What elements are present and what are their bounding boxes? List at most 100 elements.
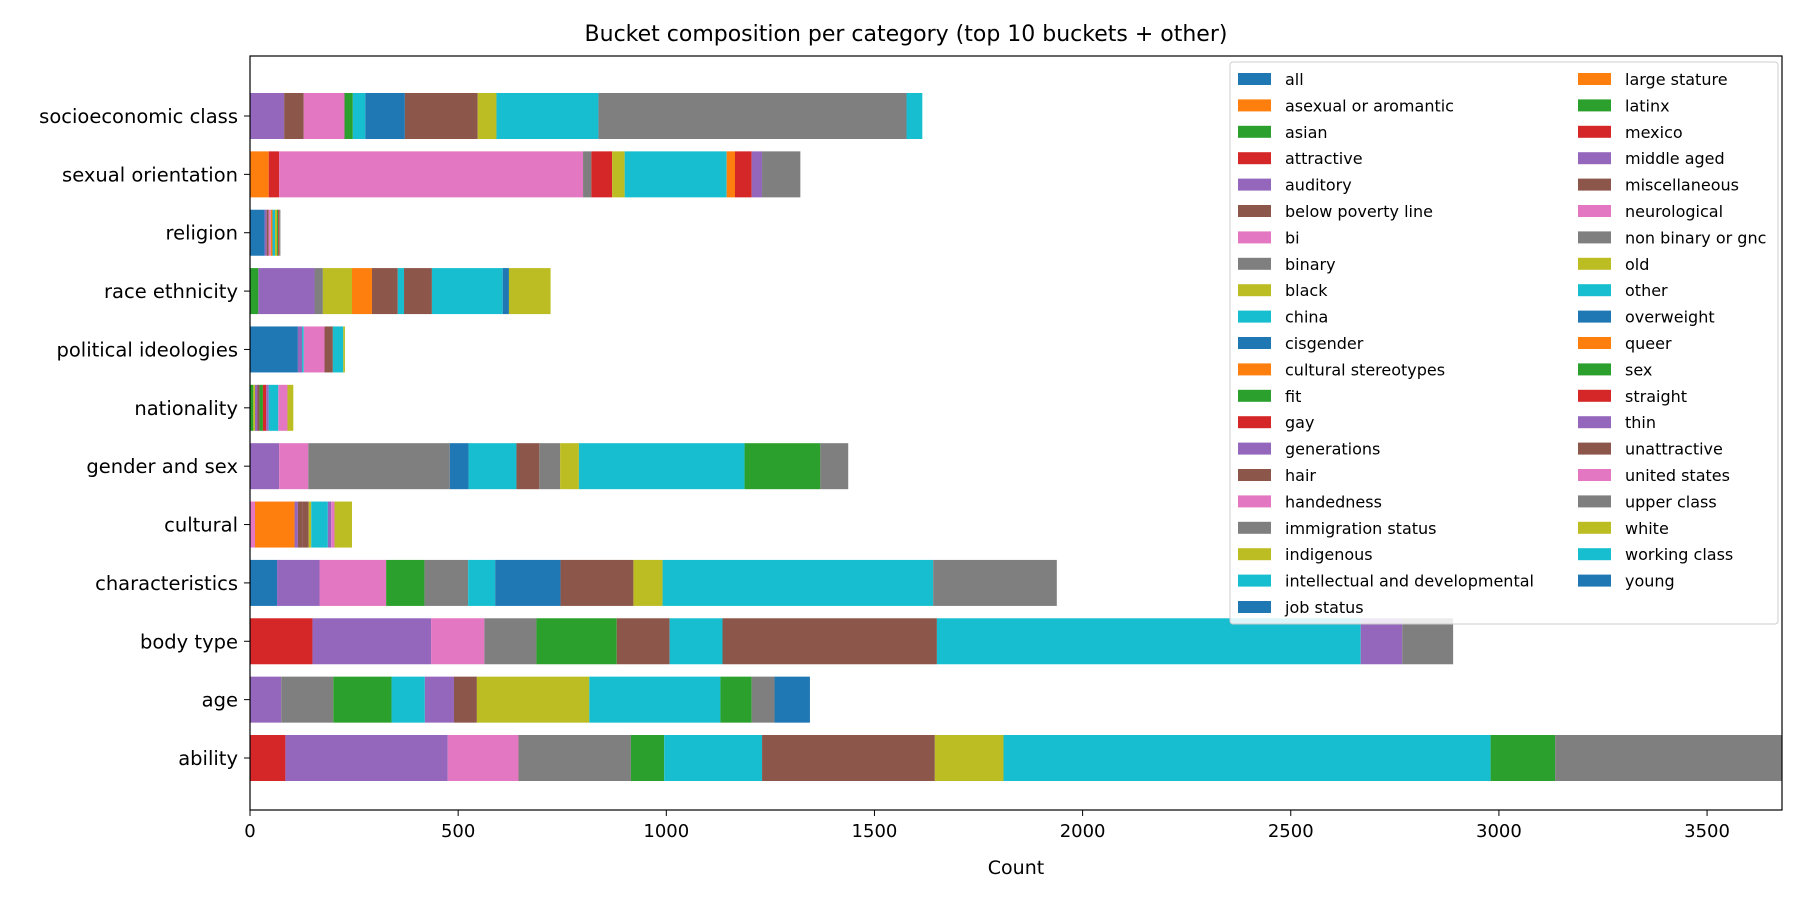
legend-label: handedness [1285, 492, 1382, 511]
bar-segment [303, 326, 325, 373]
legend-label: china [1285, 308, 1328, 327]
bar-segment [272, 209, 275, 256]
bar-segment [774, 676, 810, 723]
legend-swatch [1238, 601, 1271, 613]
x-tick-label: 3500 [1684, 821, 1730, 842]
legend-swatch [1238, 231, 1271, 244]
bar-segment [591, 151, 613, 198]
legend-label: unattractive [1625, 440, 1723, 459]
bar-segment [297, 501, 303, 548]
legend-swatch [1578, 152, 1611, 165]
bar-segment [431, 268, 503, 315]
bar-segment [331, 501, 335, 548]
bar-segment [669, 618, 723, 665]
bar-segment [250, 151, 269, 198]
legend-swatch [1238, 521, 1271, 534]
bar-segment [726, 151, 735, 198]
legend-label: other [1625, 281, 1668, 300]
bar-segment [279, 151, 584, 198]
bar-segment [343, 326, 345, 373]
bar-segment [284, 93, 304, 139]
bar-segment [250, 559, 278, 606]
legend-label: bi [1285, 228, 1300, 247]
bar-segment [449, 443, 469, 490]
bar-segment [453, 676, 477, 723]
bar-segment [257, 384, 260, 431]
x-tick-label: 500 [441, 821, 475, 842]
legend: all asexual or aromantic asian attractive au… [1229, 61, 1779, 625]
bar-segment [308, 443, 450, 490]
legend-label: cisgender [1285, 334, 1364, 353]
legend-swatch [1238, 310, 1271, 323]
x-tick-label: 0 [244, 821, 255, 842]
bar-segment [583, 151, 592, 198]
bar-segment [386, 559, 425, 606]
bar-segment [484, 618, 537, 665]
bars-layer [250, 93, 1782, 781]
y-tick-label: socioeconomic class [39, 105, 238, 128]
bar-segment [281, 676, 334, 723]
legend-label: overweight [1625, 308, 1715, 327]
y-tick-label: gender and sex [86, 455, 238, 478]
bar-segment [820, 443, 849, 490]
legend-swatch [1238, 548, 1271, 561]
legend-label: indigenous [1285, 545, 1373, 564]
bar-segment [516, 443, 540, 490]
bar-segment [266, 209, 269, 256]
bar-segment [324, 326, 333, 373]
bar-segment [250, 326, 298, 373]
bar-segment [468, 559, 496, 606]
legend-swatch [1578, 257, 1611, 270]
legend-label: working class [1625, 545, 1733, 564]
legend-swatch [1238, 416, 1271, 429]
bar-segment [352, 93, 366, 139]
legend-swatch [1238, 469, 1271, 481]
bar-segment [278, 384, 288, 431]
legend-label: united states [1625, 466, 1730, 485]
legend-swatch [1238, 73, 1271, 85]
bar-segment [259, 384, 263, 431]
bar-segment [744, 443, 821, 490]
legend-swatch [1578, 205, 1611, 217]
bar-segment [391, 676, 425, 723]
bar-segment [664, 735, 763, 781]
legend-swatch [1578, 310, 1611, 323]
legend-swatch [1578, 284, 1611, 297]
bar-segment [333, 676, 392, 723]
legend-swatch [1578, 178, 1611, 191]
bar-segment [303, 93, 345, 139]
y-tick-label: religion [165, 222, 238, 245]
legend-label: mexico [1625, 123, 1683, 142]
legend-swatch [1578, 469, 1611, 481]
bar-segment [255, 384, 258, 431]
legend-swatch [1238, 495, 1271, 508]
legend-label: immigration status [1285, 519, 1437, 538]
bar-segment [255, 501, 295, 548]
x-tick-label: 2000 [1060, 821, 1106, 842]
legend-label: fit [1285, 387, 1301, 406]
bar-segment [518, 735, 631, 781]
bar-segment [319, 559, 387, 606]
bar-segment [253, 384, 255, 431]
legend-label: miscellaneous [1625, 176, 1739, 195]
bar-segment [1360, 618, 1403, 665]
bar-segment [536, 618, 617, 665]
legend-swatch [1578, 416, 1611, 429]
legend-box [1229, 61, 1779, 625]
bar-segment [250, 93, 285, 139]
legend-swatch [1578, 521, 1611, 534]
bar-segment [751, 151, 763, 198]
bar-segment [502, 268, 509, 315]
bar-segment [560, 559, 634, 606]
bar-segment [250, 735, 286, 781]
legend-label: all [1285, 70, 1304, 89]
y-tick-label: age [202, 689, 238, 712]
bar-segment [598, 93, 907, 139]
bar-segment [250, 209, 265, 256]
legend-label: generations [1285, 440, 1380, 459]
bar-segment [270, 209, 273, 256]
legend-swatch [1238, 178, 1271, 191]
legend-label: auditory [1285, 176, 1352, 195]
legend-swatch [1578, 125, 1611, 138]
